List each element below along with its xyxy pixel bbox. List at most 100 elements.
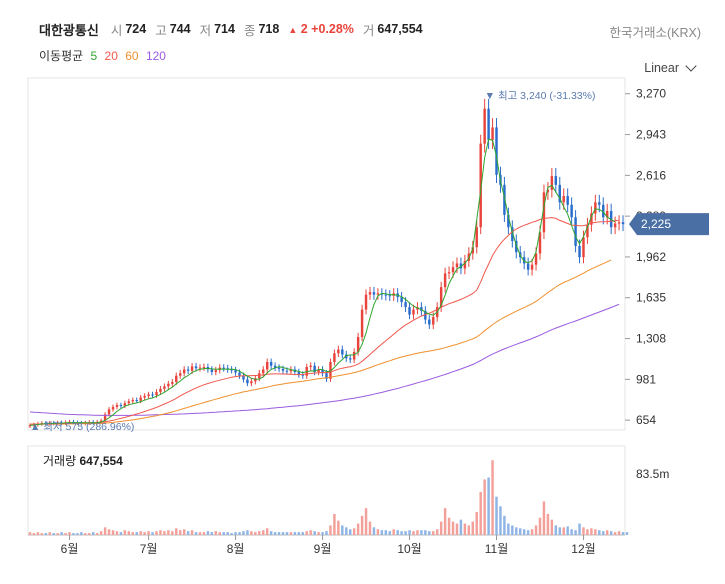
candle-body-52 — [234, 370, 237, 373]
candle-body-58 — [258, 373, 261, 379]
volume-bar-5 — [48, 532, 51, 535]
volume-bar-33 — [159, 530, 162, 535]
volume-bar-111 — [467, 525, 471, 535]
candle-body-47 — [214, 370, 218, 372]
volume-bar-31 — [151, 532, 154, 535]
candle-body-37 — [175, 375, 178, 382]
ma-legend-20[interactable]: 20 — [104, 49, 118, 63]
volume-bar-131 — [546, 513, 550, 535]
volume-bar-79 — [341, 525, 344, 535]
volume-bar-52 — [234, 532, 237, 535]
volume-bar-78 — [337, 520, 340, 535]
min-price-annotation: ▲ 최저 575 (286.96%) — [30, 421, 134, 433]
moving-average-legend: 이동평균 5 20 60 120 — [39, 47, 170, 64]
volume-bar-103 — [435, 529, 439, 535]
volume-axis-tick: 83.5m — [636, 467, 669, 481]
volume-bar-46 — [210, 532, 214, 535]
volume-bar-96 — [408, 530, 411, 535]
volume-bar-18 — [99, 531, 103, 535]
volume-bar-27 — [135, 532, 138, 535]
candle-body-0 — [28, 425, 32, 427]
volume-bar-106 — [447, 517, 451, 535]
current-price-tag — [629, 213, 709, 236]
candle-body-87 — [372, 292, 376, 295]
low-value: 714 — [214, 22, 235, 36]
stock-header: 대한광통신 시 724 고 744 저 714 종 718 ▲ 2 +0.28% 거 64… — [39, 20, 432, 38]
candle-body-39 — [182, 369, 186, 374]
scale-toggle-button[interactable]: Linear — [644, 60, 697, 75]
candle-body-41 — [190, 366, 194, 371]
volume-bar-47 — [214, 531, 218, 535]
volume-bar-42 — [194, 532, 198, 535]
volume-bar-71 — [309, 530, 312, 535]
low-label: 저 — [199, 23, 212, 38]
volume-bar-55 — [246, 530, 249, 535]
candle-body-117 — [491, 127, 494, 140]
ma-legend-60[interactable]: 60 — [125, 49, 139, 63]
candle-body-19 — [103, 414, 107, 421]
volume-bar-84 — [360, 515, 364, 535]
candle-body-136 — [566, 196, 569, 205]
candle-body-112 — [471, 247, 475, 254]
ma-legend-120[interactable]: 120 — [145, 49, 166, 63]
ma-legend-5[interactable]: 5 — [90, 49, 98, 63]
candle-body-63 — [277, 367, 281, 369]
up-arrow-icon: ▲ — [288, 25, 298, 35]
candle-body-95 — [404, 302, 407, 308]
candle-body-129 — [538, 232, 542, 254]
ma5-line — [29, 138, 616, 426]
candle-body-55 — [246, 379, 249, 384]
candle-body-141 — [586, 224, 589, 238]
volume-bar-9 — [64, 533, 67, 535]
candle-body-75 — [325, 373, 328, 379]
volume-bar-98 — [416, 530, 419, 535]
candle-body-115 — [483, 108, 486, 144]
candle-body-120 — [503, 184, 506, 215]
volume-bar-107 — [451, 521, 455, 535]
candle-body-44 — [202, 366, 206, 368]
volume-bar-149 — [617, 531, 621, 535]
volume-bar-26 — [131, 532, 134, 535]
volume-bar-147 — [609, 531, 613, 535]
candle-body-56 — [250, 381, 253, 384]
volume-bar-15 — [88, 533, 91, 535]
volume-bar-24 — [123, 530, 127, 535]
volume-bar-23 — [119, 532, 123, 535]
volume-bar-94 — [400, 531, 403, 535]
volume-bar-114 — [479, 491, 482, 535]
candle-body-106 — [447, 272, 451, 274]
candle-body-122 — [511, 227, 514, 241]
price-plot-frame — [27, 77, 626, 431]
current-price-label: 2,225 — [641, 217, 671, 231]
candle-body-140 — [582, 237, 585, 258]
candle-body-78 — [337, 349, 340, 354]
volume-bar-17 — [95, 533, 99, 535]
stock-name: 대한광통신 — [39, 22, 99, 38]
candle-body-21 — [111, 406, 115, 410]
volume-bar-112 — [471, 521, 475, 535]
volume-bar-20 — [107, 529, 111, 535]
volume-bar-110 — [463, 523, 467, 535]
candle-body-25 — [127, 401, 131, 404]
volume-bar-139 — [578, 523, 581, 535]
candle-body-118 — [495, 127, 498, 175]
volume-bar-7 — [56, 533, 59, 535]
candle-body-138 — [574, 217, 577, 246]
volume-bar-148 — [613, 532, 617, 535]
volume-bar-129 — [538, 517, 542, 535]
candle-body-99 — [420, 307, 423, 311]
volume-bar-8 — [60, 532, 63, 535]
volume-bar-69 — [301, 532, 305, 535]
high-value: 744 — [169, 22, 191, 36]
candle-body-108 — [455, 263, 459, 268]
volume-bar-108 — [455, 523, 459, 535]
candle-body-31 — [151, 394, 154, 396]
volume-bar-140 — [582, 527, 585, 535]
volume-bar-138 — [574, 530, 577, 535]
candle-body-66 — [289, 369, 293, 372]
volume-bar-99 — [420, 530, 423, 535]
volume-bar-10 — [68, 532, 71, 535]
candle-body-86 — [368, 292, 372, 295]
volume-bar-81 — [348, 529, 352, 535]
